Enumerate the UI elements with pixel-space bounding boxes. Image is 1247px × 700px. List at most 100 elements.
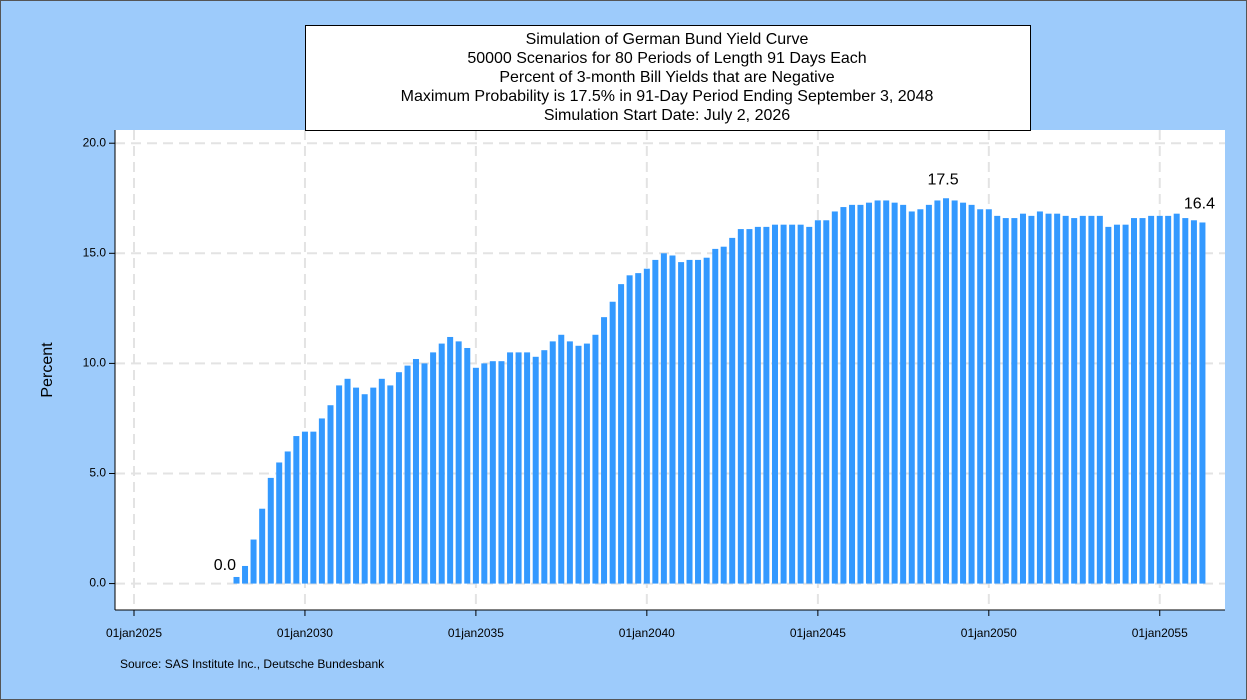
bar: [583, 343, 590, 584]
bar: [489, 361, 496, 584]
bar: [1122, 224, 1129, 584]
bar: [447, 336, 454, 584]
bar: [592, 334, 599, 584]
bar: [669, 255, 676, 584]
x-tick-label: 01jan2025: [106, 626, 162, 640]
data-label: 0.0: [214, 557, 236, 574]
bar: [293, 436, 300, 584]
bar: [1105, 226, 1112, 584]
bar: [1019, 213, 1026, 584]
bar: [250, 539, 257, 584]
bar: [353, 387, 360, 584]
bar: [737, 229, 744, 584]
bar: [849, 204, 856, 584]
x-tick-label: 01jan2045: [790, 626, 846, 640]
bar: [695, 259, 702, 584]
y-tick-label: 15.0: [83, 245, 107, 259]
bar: [652, 259, 659, 584]
bar: [831, 211, 838, 584]
bar: [1011, 218, 1018, 584]
y-tick-label: 10.0: [83, 356, 107, 370]
bar: [566, 341, 573, 584]
bar: [1036, 211, 1043, 584]
y-axis-title: Percent: [39, 342, 56, 398]
y-tick-label: 20.0: [83, 135, 107, 149]
chart-title: Percent of 3-month Bill Yields that are …: [499, 69, 834, 86]
bar: [686, 259, 693, 584]
bar: [412, 358, 419, 584]
y-tick-label: 0.0: [89, 576, 106, 590]
bar: [703, 257, 710, 584]
bar: [857, 204, 864, 584]
bar: [960, 202, 967, 584]
bar: [780, 224, 787, 584]
bar: [395, 372, 402, 584]
bar: [789, 224, 796, 584]
bar: [891, 202, 898, 584]
bar: [284, 451, 291, 584]
bar: [430, 352, 437, 584]
chart-title: Simulation Start Date: July 2, 2026: [544, 107, 790, 124]
bar: [814, 220, 821, 584]
bar: [361, 394, 368, 584]
bar: [874, 200, 881, 584]
bar: [678, 262, 685, 584]
bar: [925, 204, 932, 584]
bar: [507, 352, 514, 584]
source-note: Source: SAS Institute Inc., Deutsche Bun…: [120, 657, 385, 671]
bar: [515, 352, 522, 584]
bar: [318, 418, 325, 584]
bar: [968, 204, 975, 584]
bar: [951, 200, 958, 584]
bar: [754, 226, 761, 584]
bar: [994, 215, 1001, 584]
bar: [1139, 218, 1146, 584]
bar: [1182, 218, 1189, 584]
bar: [917, 209, 924, 584]
bar: [464, 347, 471, 584]
bar: [763, 226, 770, 584]
bar: [729, 237, 736, 584]
x-tick-label: 01jan2040: [619, 626, 675, 640]
bar: [575, 345, 582, 584]
bar: [1199, 222, 1206, 584]
bar: [823, 220, 830, 584]
bar: [1088, 215, 1095, 584]
bar: [1190, 220, 1197, 584]
bar: [1148, 215, 1155, 584]
bar: [549, 341, 556, 584]
bar: [259, 508, 266, 584]
bar: [626, 275, 633, 584]
data-label: 17.5: [927, 171, 958, 188]
bar: [712, 248, 719, 584]
bar: [267, 477, 274, 584]
bar: [609, 301, 616, 584]
bar: [908, 211, 915, 584]
bar: [943, 198, 950, 584]
bar: [720, 246, 727, 584]
x-tick-label: 01jan2035: [448, 626, 504, 640]
y-tick-label: 5.0: [89, 466, 106, 480]
chart-title: Maximum Probability is 17.5% in 91-Day P…: [401, 88, 934, 105]
bar: [797, 224, 804, 584]
bar: [643, 268, 650, 584]
bar: [1002, 218, 1009, 584]
bar: [1131, 218, 1138, 584]
bar: [310, 431, 317, 584]
bar: [1045, 213, 1052, 584]
bar: [1165, 215, 1172, 584]
bar: [233, 576, 240, 584]
bar: [1113, 224, 1120, 584]
x-tick-label: 01jan2055: [1132, 626, 1188, 640]
bar: [1079, 215, 1086, 584]
bar: [1071, 218, 1078, 584]
title-box: [305, 25, 1031, 131]
bar: [900, 204, 907, 584]
bar: [301, 431, 308, 584]
bar: [840, 207, 847, 584]
bar: [1096, 215, 1103, 584]
bar: [1156, 215, 1163, 584]
bar: [421, 363, 428, 584]
bar: [541, 350, 548, 584]
